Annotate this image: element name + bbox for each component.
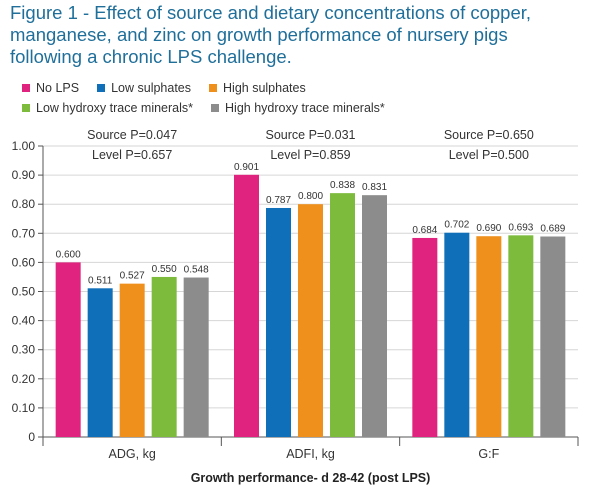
title-line-2: manganese, and zinc on growth performanc…	[10, 24, 508, 45]
bar	[55, 262, 81, 437]
data-label: 0.511	[88, 275, 113, 286]
bar	[87, 288, 113, 437]
legend-swatch	[97, 84, 106, 92]
y-tick-label: 0	[28, 430, 35, 444]
chart-title: Figure 1 - Effect of source and dietary …	[10, 2, 595, 68]
bar	[119, 283, 145, 437]
legend-label: High hydroxy trace minerals*	[225, 101, 385, 115]
level-p-annotation: Level P=0.859	[270, 148, 350, 162]
legend-label: Low sulphates	[111, 81, 192, 95]
data-label: 0.901	[234, 162, 259, 173]
bar	[508, 235, 534, 437]
legend-label: High sulphates	[223, 81, 306, 95]
source-p-annotation: Source P=0.650	[444, 128, 534, 142]
bar	[444, 232, 470, 437]
bar	[412, 237, 438, 437]
y-tick-label: 0.90	[12, 168, 36, 182]
x-tick-label: ADFI, kg	[286, 447, 335, 461]
data-label: 0.550	[152, 264, 177, 275]
bar	[330, 193, 355, 437]
bar	[540, 236, 566, 437]
y-tick-label: 0.40	[12, 314, 36, 328]
legend-swatch	[211, 104, 220, 112]
x-tick-label: ADG, kg	[109, 447, 156, 461]
chart-legend: No LPS Low sulphates High sulphates Low …	[22, 78, 582, 118]
legend-label: No LPS	[36, 81, 80, 95]
bar	[476, 236, 502, 437]
source-p-annotation: Source P=0.047	[87, 128, 177, 142]
title-line-1: Figure 1 - Effect of source and dietary …	[10, 2, 532, 23]
y-tick-label: 0.10	[12, 401, 36, 415]
data-label: 0.600	[56, 249, 81, 260]
data-label: 0.693	[508, 222, 533, 233]
legend-swatch	[209, 84, 218, 92]
legend-item-high-hydroxy: High hydroxy trace minerals*	[211, 101, 385, 115]
data-label: 0.548	[184, 265, 209, 276]
y-tick-label: 0.70	[12, 226, 36, 240]
level-p-annotation: Level P=0.657	[92, 148, 172, 162]
legend-item-no-lps: No LPS	[22, 81, 79, 95]
bar	[298, 204, 323, 437]
bar	[151, 276, 177, 437]
data-label: 0.690	[476, 223, 501, 234]
y-tick-label: 0.80	[12, 197, 36, 211]
x-tick-label: G:F	[478, 447, 499, 461]
y-tick-label: 0.60	[12, 255, 36, 269]
data-label: 0.800	[298, 191, 323, 202]
bar	[266, 207, 291, 437]
data-label: 0.689	[540, 224, 565, 235]
data-label: 0.831	[362, 182, 387, 193]
data-label: 0.838	[330, 180, 355, 191]
legend-label: Low hydroxy trace minerals*	[36, 101, 194, 115]
data-label: 0.702	[444, 220, 469, 231]
data-label: 0.787	[266, 195, 291, 206]
source-p-annotation: Source P=0.031	[266, 128, 356, 142]
data-label: 0.684	[412, 225, 437, 236]
y-tick-label: 1.00	[12, 139, 36, 153]
legend-swatch	[22, 84, 30, 92]
bar	[234, 174, 259, 437]
legend-item-low-sulphates: Low sulphates	[97, 81, 191, 95]
title-line-3: following a chronic LPS challenge.	[10, 46, 292, 67]
data-label: 0.527	[120, 271, 145, 282]
x-axis-title: Growth performance- d 28-42 (post LPS)	[191, 471, 431, 485]
legend-item-high-sulphates: High sulphates	[209, 81, 306, 95]
legend-item-low-hydroxy: Low hydroxy trace minerals*	[22, 101, 193, 115]
y-tick-label: 0.20	[12, 372, 36, 386]
bar	[183, 277, 209, 437]
level-p-annotation: Level P=0.500	[449, 148, 529, 162]
legend-swatch	[22, 104, 30, 112]
y-tick-label: 0.50	[12, 285, 36, 299]
bar	[362, 195, 387, 437]
y-tick-label: 0.30	[12, 343, 36, 357]
